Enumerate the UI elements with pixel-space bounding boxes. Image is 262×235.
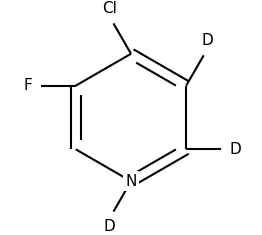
Text: D: D [103, 219, 115, 234]
Text: Cl: Cl [102, 1, 117, 16]
Text: D: D [230, 142, 241, 157]
Text: N: N [125, 174, 137, 189]
Text: F: F [24, 78, 32, 93]
Text: D: D [202, 33, 214, 48]
